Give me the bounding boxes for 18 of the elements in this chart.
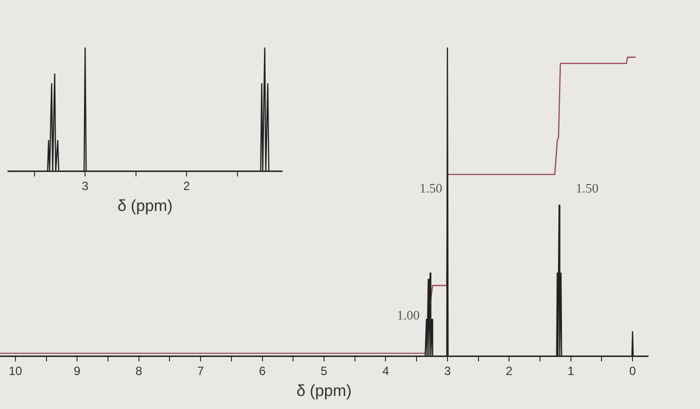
x-tick-label: 3 <box>444 364 452 378</box>
x-tick-label: 4 <box>382 364 390 378</box>
x-axis-title: δ (ppm) <box>296 382 352 400</box>
x-tick-label: 2 <box>183 178 190 193</box>
annotation: 1.50 <box>576 180 598 196</box>
x-tick-label: 8 <box>136 364 143 378</box>
x-tick-label: 3 <box>82 178 89 193</box>
x-tick-label: 2 <box>506 364 513 378</box>
x-tick-label: 7 <box>197 364 204 378</box>
x-tick-label: 5 <box>320 364 328 378</box>
x-axis-title: δ (ppm) <box>117 198 173 215</box>
x-tick-label: 9 <box>74 364 81 378</box>
x-tick-label: 0 <box>629 364 636 378</box>
annotation: 1.00 <box>396 308 420 323</box>
x-tick-label: 1 <box>568 364 575 378</box>
annotation: 1.50 <box>420 180 442 196</box>
x-tick-label: 10 <box>8 364 22 378</box>
x-tick-label: 6 <box>258 364 266 378</box>
